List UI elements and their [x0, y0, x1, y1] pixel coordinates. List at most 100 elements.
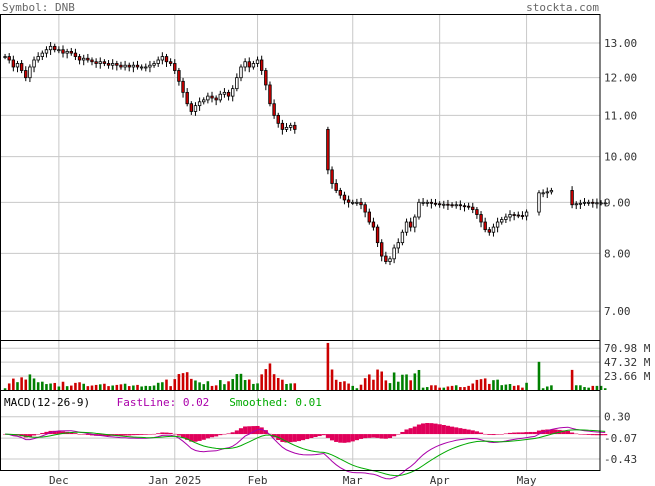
- macd-histogram-bar: [599, 434, 604, 436]
- macd-histogram-bar: [495, 434, 500, 435]
- volume-bar: [12, 378, 15, 390]
- candle-body: [131, 64, 136, 68]
- macd-histogram-bar: [234, 430, 239, 435]
- macd-title: MACD(12-26-9): [4, 396, 91, 409]
- macd-histogram-bar: [325, 434, 330, 438]
- macd-histogram-bar: [387, 434, 393, 439]
- macd-histogram-bar: [40, 432, 45, 435]
- macd-histogram-bar: [603, 434, 608, 436]
- volume-bar: [496, 379, 499, 390]
- volume-bar: [413, 373, 417, 390]
- volume-bar: [173, 379, 177, 390]
- volume-bar: [293, 383, 297, 390]
- candle-body: [268, 84, 272, 105]
- macd-histogram-bar: [56, 430, 61, 435]
- macd-histogram-bar: [3, 434, 8, 435]
- macd-histogram-bar: [408, 428, 413, 435]
- volume-bar: [272, 374, 276, 390]
- site-label: stockta.com: [526, 1, 599, 14]
- candle-body: [259, 59, 264, 71]
- macd-smoothed-line: [5, 429, 606, 477]
- macd-histogram-bar: [222, 433, 227, 435]
- candle-body: [351, 201, 355, 204]
- macd-histogram-bar: [507, 432, 513, 435]
- candle-body: [53, 45, 57, 51]
- candle-body: [115, 63, 119, 66]
- volume-bar: [281, 379, 284, 390]
- y-axis-ticks: 13.00 12.00 11.00 10.00 9.00 8.00 7.00 70.98 M4…: [604, 37, 651, 466]
- price-tick-label: 7.00: [604, 305, 631, 318]
- panel-frames: [0, 14, 601, 471]
- candle-body: [90, 59, 94, 63]
- candle-body: [425, 201, 429, 204]
- macd-histogram-bar: [288, 434, 293, 443]
- volume-bar: [595, 385, 599, 390]
- candle-body: [450, 204, 454, 207]
- macd-histogram-bar: [73, 433, 78, 435]
- candle-body: [429, 201, 434, 204]
- macd-histogram-bar: [251, 426, 256, 435]
- candle-body: [255, 59, 260, 64]
- x-axis-ticks: Dec Jan 2025 Feb Mar Apr May: [49, 474, 537, 486]
- macd-histogram-bar: [441, 425, 446, 435]
- volume-tick-label: 47.32 M: [604, 356, 651, 369]
- macd-histogram-bar: [292, 434, 297, 442]
- volume-bar: [355, 388, 359, 390]
- volume-bar: [392, 372, 396, 390]
- volume-bar: [368, 374, 371, 390]
- candle-body: [218, 93, 222, 101]
- macd-histogram-bar: [487, 434, 492, 435]
- macd-histogram-bar: [301, 434, 306, 441]
- candle-body: [400, 231, 405, 244]
- macd-histogram-bar: [313, 434, 318, 438]
- candle-body: [359, 201, 363, 206]
- candle-body: [355, 201, 359, 204]
- candle-body: [462, 205, 467, 208]
- macd-histogram-bar: [590, 434, 595, 436]
- volume-bar: [363, 378, 367, 390]
- macd-histogram-bar: [379, 434, 384, 439]
- candle-body: [185, 91, 189, 105]
- macd-histogram-bar: [238, 428, 244, 435]
- macd-histogram-bar: [503, 433, 508, 435]
- volume-bar: [599, 385, 603, 390]
- candle-body: [3, 56, 7, 58]
- macd-histogram-bar: [189, 434, 194, 442]
- volume-bar: [268, 363, 272, 390]
- candle-body: [367, 211, 371, 223]
- candle-body: [168, 61, 173, 64]
- candle-body: [446, 203, 450, 206]
- volume-bar: [570, 369, 574, 390]
- macd-histogram-bar: [400, 431, 405, 435]
- volume-bar: [442, 387, 446, 390]
- macd-histogram-bar: [123, 434, 128, 436]
- candle-body: [491, 226, 496, 233]
- candle-body: [73, 52, 78, 57]
- candle-body: [524, 211, 529, 217]
- volume-bar: [467, 385, 470, 390]
- macd-histogram-bar: [152, 433, 157, 435]
- volume-bar: [479, 379, 483, 390]
- price-tick-label: 11.00: [604, 109, 637, 122]
- volume-bar: [488, 383, 491, 390]
- volume-bar: [107, 386, 110, 390]
- candle-body: [24, 70, 28, 79]
- candle-body: [144, 66, 148, 69]
- volume-bar: [459, 387, 462, 390]
- volume-bar: [574, 385, 578, 390]
- candle-body: [471, 206, 475, 211]
- volume-bar: [243, 380, 247, 390]
- macd-histogram-bar: [139, 434, 144, 435]
- macd-histogram-bar: [483, 433, 488, 435]
- candle-body: [338, 190, 343, 196]
- candle-body: [235, 77, 239, 90]
- volume-bar: [380, 371, 383, 390]
- macd-histogram-bar: [462, 428, 467, 435]
- macd-histogram-bar: [31, 434, 37, 436]
- volume-bar: [82, 383, 85, 390]
- macd-histogram-bar: [425, 423, 430, 435]
- candle-body: [586, 201, 591, 204]
- candle-body: [326, 128, 330, 171]
- candle-body: [44, 49, 49, 54]
